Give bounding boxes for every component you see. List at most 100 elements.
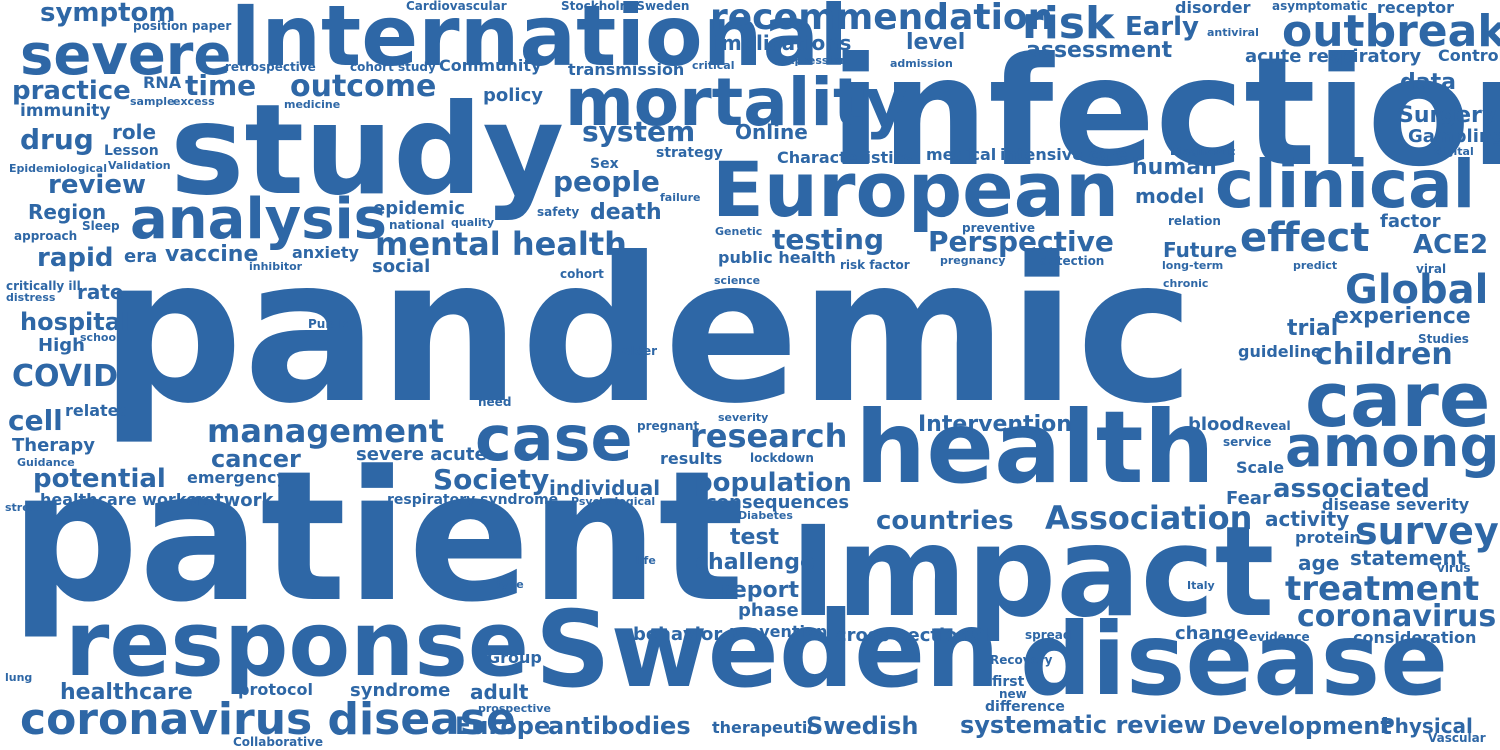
word-health: health xyxy=(855,389,1215,506)
word-symptom: symptom xyxy=(40,0,176,28)
word-time: time xyxy=(185,69,257,102)
word-service: service xyxy=(1223,435,1272,449)
word-practice: practice xyxy=(12,76,131,106)
word-life: life xyxy=(636,554,656,567)
word-collaborative: Collaborative xyxy=(233,735,324,749)
word-cancer: cancer xyxy=(211,445,301,473)
word-association: Association xyxy=(1045,499,1253,537)
word-effect: effect xyxy=(1240,215,1370,261)
word-early: Early xyxy=(1125,12,1199,42)
word-vascular: Vascular xyxy=(1428,731,1486,745)
word-adult: adult xyxy=(470,680,529,704)
word-expression: expression xyxy=(780,54,848,67)
word-prevention: prevention xyxy=(729,622,828,641)
word-guideline: guideline xyxy=(1238,342,1322,361)
word-impact: Impact xyxy=(790,500,1275,645)
word-need: need xyxy=(478,395,512,409)
word-cross-sectional: cross-sectional xyxy=(836,625,989,646)
word-group: Group xyxy=(487,648,542,667)
word-anxiety: anxiety xyxy=(292,243,359,262)
word-sex: Sex xyxy=(590,156,619,172)
word-future: Future xyxy=(1163,238,1238,262)
word-predict: predict xyxy=(1293,259,1338,272)
word-data: data xyxy=(1400,70,1456,95)
word-new: new xyxy=(999,687,1027,701)
word-development: Development xyxy=(1212,712,1392,740)
word-first: first xyxy=(992,674,1025,690)
word-italy: Italy xyxy=(1187,579,1215,592)
word-therapeutic: therapeutic xyxy=(712,718,817,737)
word-characteristics: Characteristics xyxy=(777,148,913,167)
word-public: Public xyxy=(308,317,350,331)
word-scale: Scale xyxy=(1236,458,1285,477)
word-risk: risk xyxy=(1022,0,1115,49)
word-inhibitor: inhibitor xyxy=(249,260,303,273)
word-protocol: protocol xyxy=(238,680,313,699)
word-risk-factor: risk factor xyxy=(840,258,910,272)
word-cohort: cohort xyxy=(560,267,604,281)
word-management: management xyxy=(207,412,445,450)
word-policy: policy xyxy=(483,85,543,106)
word-international: International xyxy=(230,0,849,85)
word-europe: Europe xyxy=(455,712,551,740)
word-relation: relation xyxy=(1168,214,1221,228)
word-hospital: hospital xyxy=(20,308,130,336)
word-science: science xyxy=(714,274,761,287)
word-intervention: Intervention xyxy=(918,412,1072,437)
word-sample: sample xyxy=(130,95,175,108)
word-critically-ill: critically ill xyxy=(6,279,81,293)
word-prospective: prospective xyxy=(478,702,551,715)
word-patient: patient xyxy=(10,433,745,642)
word-severe: severe xyxy=(20,23,232,88)
word-psychological: Psychological xyxy=(571,495,656,508)
word-perspective: Perspective xyxy=(928,225,1114,258)
word-long-term: long-term xyxy=(1162,259,1224,272)
word-epidemiological: Epidemiological xyxy=(9,162,107,175)
word-review: review xyxy=(48,170,146,200)
word-strategy: strategy xyxy=(656,145,723,161)
word-human: human xyxy=(1132,155,1217,180)
word-retrospective: retrospective xyxy=(225,60,316,74)
word-test: test xyxy=(730,525,780,550)
word-level: level xyxy=(906,30,966,55)
word-activity: activity xyxy=(1265,507,1350,531)
word-research: research xyxy=(690,417,848,455)
word-gambling: Gambling xyxy=(1408,126,1500,147)
word-community: Community xyxy=(439,56,542,75)
word-results: results xyxy=(660,449,723,468)
word-population: population xyxy=(694,468,852,498)
word-case: case xyxy=(475,402,633,475)
word-approach: approach xyxy=(14,229,78,243)
word-difference: difference xyxy=(985,699,1065,715)
word-viral: viral xyxy=(1416,262,1447,276)
word-rna: RNA xyxy=(143,73,182,92)
word-potential: potential xyxy=(33,464,166,494)
word-genetic: Genetic xyxy=(715,225,763,238)
word-coronavirus: coronavirus xyxy=(1297,599,1497,634)
word-lung: lung xyxy=(5,671,33,684)
word-factor: factor xyxy=(1380,211,1441,232)
word-change: change xyxy=(1175,623,1249,644)
word-european: European xyxy=(712,145,1120,234)
word-medical: medical xyxy=(926,145,997,164)
word-outbreak: outbreak xyxy=(1282,6,1500,57)
word-study: study xyxy=(170,78,565,223)
word-virus: virus xyxy=(1437,561,1471,575)
word-systematic-review: systematic review xyxy=(960,711,1206,739)
word-challenge: challenge xyxy=(695,550,815,575)
word-global: Global xyxy=(1345,267,1489,313)
word-critical: critical xyxy=(692,59,735,72)
word-diagnostic: Diagnostic xyxy=(1170,145,1236,158)
word-phase: phase xyxy=(738,600,799,621)
word-fear: Fear xyxy=(1226,488,1271,509)
word-evidence: evidence xyxy=(1249,630,1310,644)
word-school: school xyxy=(80,331,120,344)
word-safety: safety xyxy=(537,205,580,219)
word-protein: protein xyxy=(1295,528,1361,547)
word-public-health: public health xyxy=(718,248,836,267)
word-spread: spread xyxy=(1025,628,1072,642)
word-antiviral: antiviral xyxy=(1207,26,1259,39)
word-trial: trial xyxy=(1287,316,1339,341)
word-immunity: immunity xyxy=(20,101,111,121)
word-drug: drug xyxy=(20,123,94,156)
